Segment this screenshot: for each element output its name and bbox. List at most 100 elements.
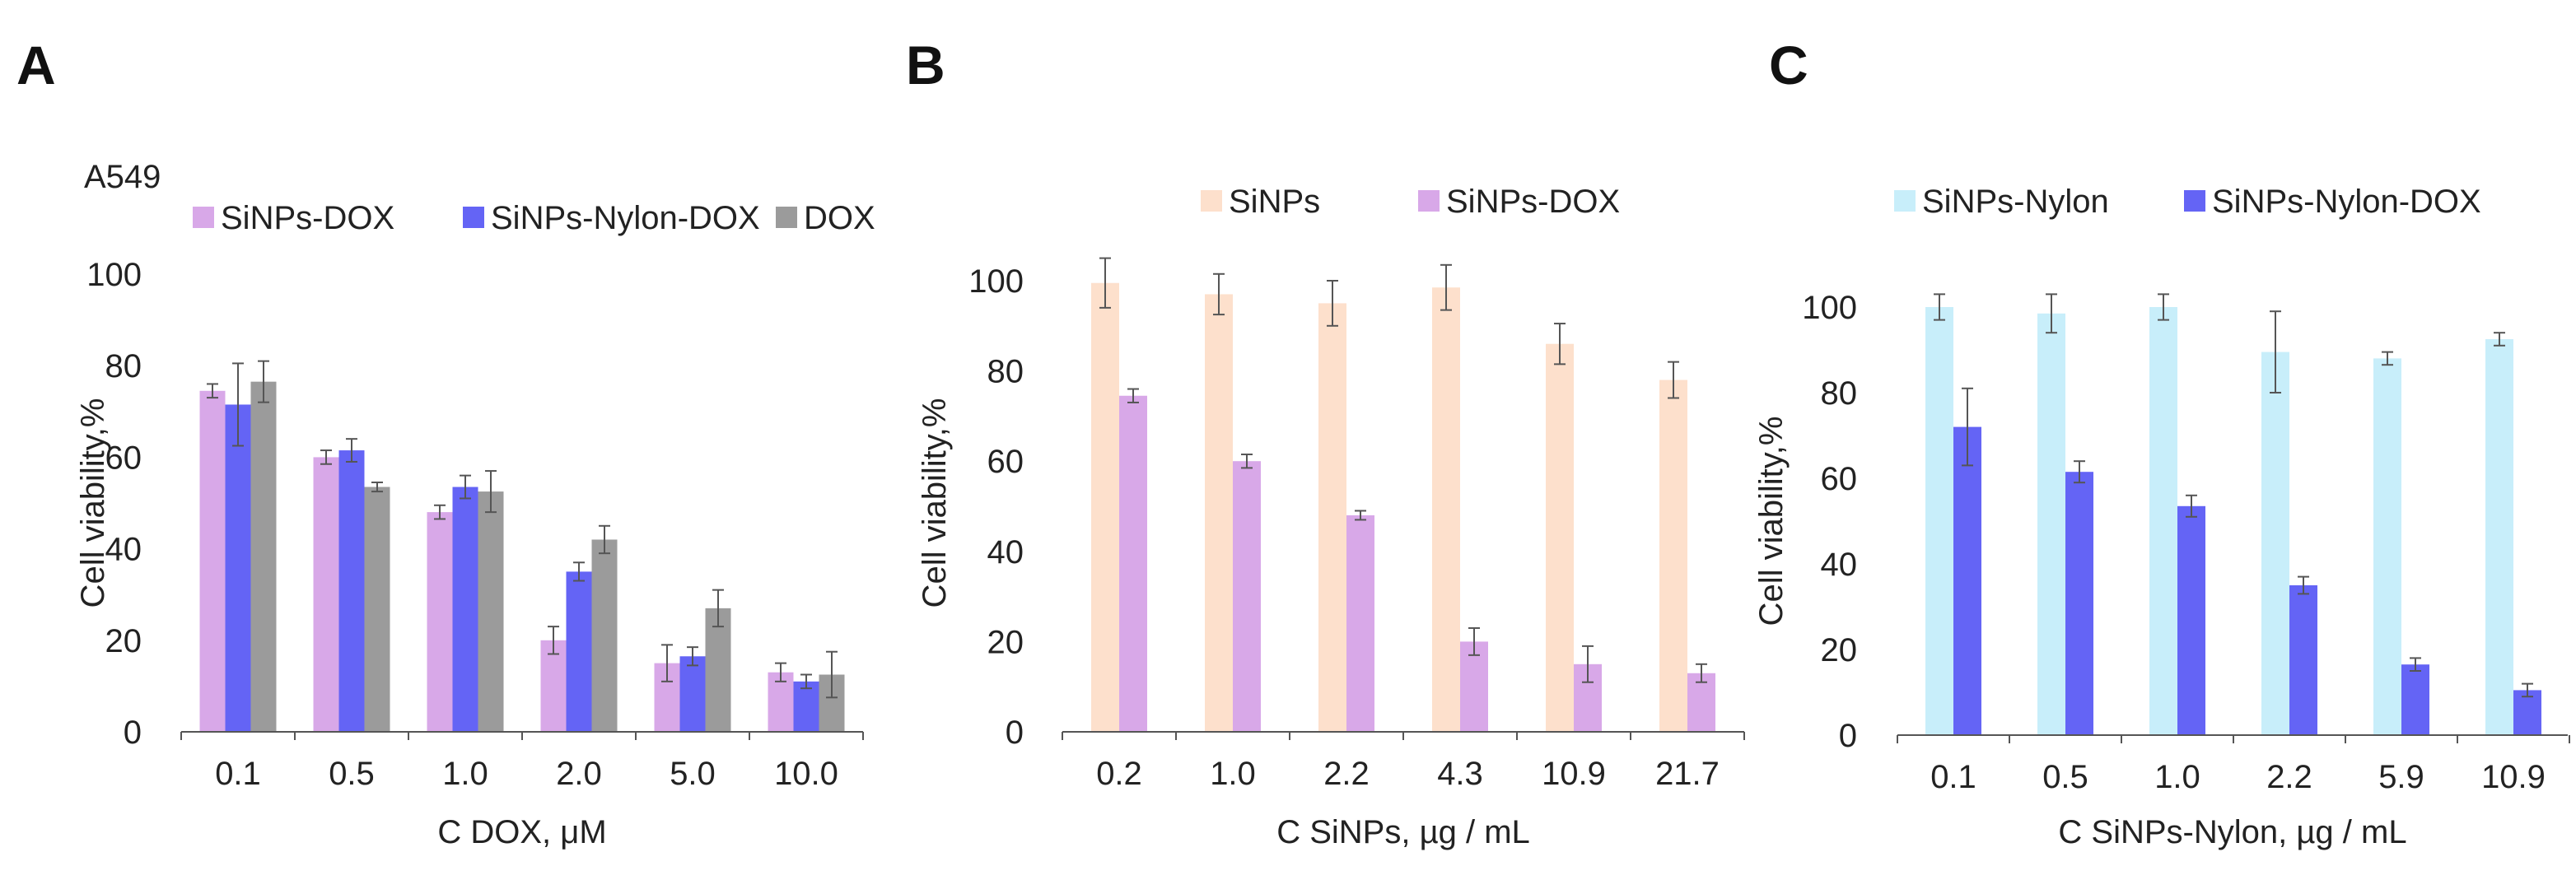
y-tick-label: 40 (105, 532, 142, 568)
bar-sinps-nylon-dox-10.0 (793, 681, 819, 732)
bar-sinps-21.7 (1659, 379, 1687, 732)
legend-swatch (463, 207, 484, 228)
error-bar (1099, 257, 1111, 309)
x-axis-label: C DOX, μM (437, 814, 606, 850)
bar-sinps-nylon-2.2 (2261, 352, 2289, 735)
y-tick-label: 20 (1821, 632, 1858, 668)
y-tick-label: 0 (124, 715, 142, 751)
error-bar (599, 524, 610, 555)
x-tick-label: 21.7 (1655, 756, 1720, 792)
chart-panel-c: C 0 20 40 60 80 100 Cell viability,% 0.1 0.5 1.0 2.… (1753, 35, 2570, 850)
legend-swatch (1418, 190, 1440, 212)
error-bar (2410, 657, 2421, 672)
bar-dox-0.5 (364, 487, 390, 732)
x-tick-label: 0.1 (215, 756, 261, 792)
error-bar (2074, 460, 2085, 484)
bar-sinps-dox-2.0 (540, 640, 567, 732)
legend-label: SiNPs-DOX (1446, 184, 1620, 220)
y-tick-label: 80 (1821, 375, 1858, 412)
bar-sinps-nylon-dox-0.1 (1953, 426, 1981, 735)
error-bar (800, 673, 812, 690)
error-bar (2522, 682, 2533, 698)
legend-item-sinps-dox: SiNPs-DOX (1418, 184, 1620, 220)
legend-item-sinps-dox: SiNPs-DOX (193, 200, 394, 236)
x-axis-label: C SiNPs-Nylon, µg / mL (2058, 814, 2406, 850)
bar-sinps-dox-1.0 (427, 512, 453, 732)
x-tick-label: 0.5 (2042, 759, 2088, 795)
legend-label: SiNPs-Nylon-DOX (2212, 184, 2481, 220)
bar-sinps-nylon-10.9 (2485, 339, 2513, 735)
error-bar (2494, 332, 2505, 347)
x-tick-label: 0.5 (329, 756, 375, 792)
bar-sinps-nylon-0.1 (1925, 307, 1953, 735)
y-tick-label: 100 (1802, 290, 1857, 326)
x-tick-label: 10.9 (1542, 756, 1606, 792)
legend-swatch (776, 207, 797, 228)
bar-sinps-2.2 (1318, 303, 1346, 732)
legend-item-sinps-nylon-dox: SiNPs-Nylon-DOX (463, 200, 760, 236)
error-bar (434, 504, 446, 520)
bar-sinps-dox-4.3 (1460, 641, 1488, 732)
bar-sinps-nylon-dox-5.9 (2401, 664, 2429, 735)
error-bar (207, 383, 218, 399)
error-bar (1355, 510, 1366, 521)
bar-sinps-10.9 (1546, 343, 1574, 732)
error-bar (1127, 388, 1139, 403)
error-bar (1696, 663, 1707, 683)
y-tick-label: 0 (1839, 718, 1857, 754)
error-bar (1962, 387, 1973, 467)
bar-sinps-nylon-dox-5.0 (679, 656, 706, 732)
y-tick-label: 100 (968, 263, 1024, 300)
bar-sinps-1.0 (1205, 294, 1233, 732)
error-bar (2186, 494, 2197, 518)
error-bar (548, 626, 559, 655)
error-bar (712, 589, 724, 628)
bar-sinps-0.2 (1091, 282, 1119, 732)
error-bar (2298, 575, 2309, 595)
y-axis-label: Cell viability,% (917, 398, 953, 608)
bar-sinps-nylon-dox-1.0 (452, 487, 478, 732)
error-bar (1327, 280, 1338, 327)
bar-sinps-dox-2.2 (1346, 514, 1374, 732)
x-axis-label: C SiNPs, µg / mL (1276, 814, 1530, 850)
error-bar (320, 449, 332, 465)
bar-sinps-nylon-dox-2.2 (2289, 585, 2317, 735)
x-tick-label: 10.0 (774, 756, 838, 792)
error-bar (232, 362, 244, 447)
bar-sinps-nylon-dox-0.1 (225, 404, 251, 732)
panel-letter: A (16, 35, 56, 95)
x-tick-label: 1.0 (2154, 759, 2200, 795)
y-tick-label: 60 (987, 444, 1024, 480)
x-tick-label: 1.0 (1210, 756, 1256, 792)
legend-label: SiNPs-DOX (221, 200, 394, 236)
bar-sinps-dox-0.5 (313, 457, 339, 732)
legend-swatch (1894, 190, 1916, 212)
y-tick-label: 60 (1821, 461, 1858, 497)
error-bar (573, 561, 585, 582)
legend-item-sinps: SiNPs (1201, 184, 1320, 220)
bar-sinps-dox-1.0 (1233, 461, 1261, 732)
bar-sinps-nylon-1.0 (2149, 307, 2177, 735)
bar-dox-1.0 (478, 491, 504, 732)
legend-swatch (2184, 190, 2205, 212)
y-tick-label: 40 (987, 534, 1024, 570)
bar-sinps-dox-0.1 (199, 390, 226, 732)
bar-sinps-nylon-dox-10.9 (2513, 690, 2541, 735)
legend-label: SiNPs-Nylon (1922, 184, 2109, 220)
x-tick-label: 5.0 (670, 756, 716, 792)
error-bar (485, 470, 497, 514)
error-bar (2382, 351, 2393, 366)
error-bar (258, 360, 269, 403)
bar-sinps-nylon-dox-0.5 (338, 450, 365, 732)
error-bar (1668, 361, 1679, 399)
y-tick-label: 0 (1006, 715, 1024, 751)
bar-sinps-4.3 (1432, 287, 1460, 733)
error-bar (1241, 453, 1253, 469)
x-tick-label: 0.1 (1930, 759, 1976, 795)
bar-dox-0.1 (250, 381, 277, 732)
error-bar (346, 438, 357, 463)
y-tick-label: 40 (1821, 547, 1858, 583)
y-axis-label: Cell viability,% (1753, 417, 1790, 626)
bar-sinps-nylon-0.5 (2037, 313, 2065, 735)
legend-label: SiNPs (1229, 184, 1320, 220)
